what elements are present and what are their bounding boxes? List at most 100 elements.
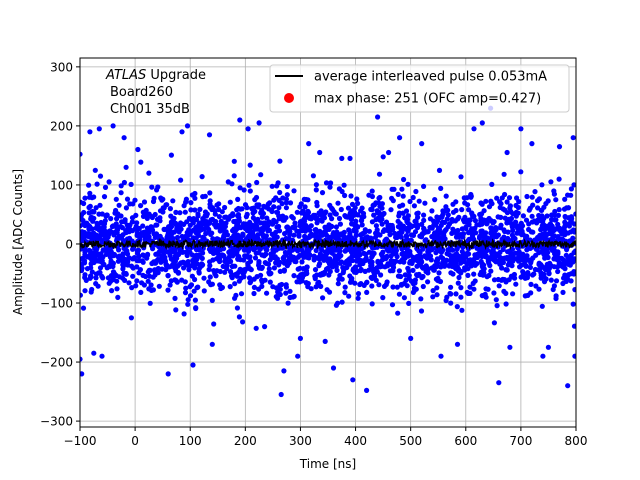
- scatter-point: [513, 281, 519, 287]
- scatter-outlier-point: [339, 155, 345, 161]
- scatter-point: [299, 228, 305, 234]
- scatter-point: [539, 182, 545, 188]
- scatter-point: [405, 265, 411, 271]
- scatter-point: [86, 204, 92, 211]
- scatter-point: [89, 255, 95, 261]
- scatter-point: [132, 197, 138, 203]
- scatter-point: [116, 247, 122, 253]
- scatter-point: [454, 304, 460, 310]
- scatter-point: [373, 200, 379, 206]
- scatter-point: [445, 212, 451, 218]
- y-tick-label: −300: [40, 415, 73, 429]
- scatter-outlier-point: [565, 383, 571, 389]
- scatter-point: [342, 284, 348, 290]
- scatter-point: [491, 290, 497, 296]
- scatter-point: [447, 290, 453, 297]
- scatter-point: [553, 295, 559, 302]
- scatter-point: [147, 273, 153, 279]
- scatter-point: [281, 217, 287, 223]
- scatter-point: [425, 270, 431, 276]
- scatter-point: [411, 203, 417, 209]
- scatter-point: [556, 176, 562, 182]
- scatter-point: [214, 236, 220, 242]
- scatter-point: [251, 290, 257, 297]
- scatter-point: [465, 218, 471, 224]
- scatter-point: [488, 230, 494, 236]
- scatter-point: [321, 271, 327, 277]
- scatter-point: [395, 310, 401, 316]
- scatter-point: [188, 207, 194, 213]
- annotation-upgrade: Upgrade: [146, 68, 206, 83]
- scatter-point: [541, 232, 547, 238]
- scatter-point: [286, 236, 292, 242]
- scatter-point: [373, 223, 379, 229]
- scatter-point: [181, 203, 187, 209]
- scatter-point: [439, 214, 445, 220]
- scatter-point: [306, 251, 312, 257]
- scatter-point: [195, 284, 201, 290]
- scatter-outlier-point: [330, 365, 337, 371]
- scatter-point: [493, 297, 499, 303]
- scatter-point: [381, 283, 388, 289]
- scatter-point: [240, 271, 246, 277]
- scatter-point: [190, 227, 196, 233]
- scatter-outlier-point: [231, 158, 237, 164]
- scatter-point: [281, 254, 287, 260]
- scatter-point: [443, 193, 449, 199]
- y-tick-label: −100: [40, 297, 73, 311]
- scatter-point: [562, 266, 568, 272]
- scatter-point: [234, 251, 240, 257]
- scatter-point: [388, 207, 394, 213]
- scatter-point: [527, 264, 534, 270]
- scatter-point: [222, 204, 228, 211]
- scatter-point: [532, 189, 538, 195]
- scatter-point: [185, 297, 191, 303]
- scatter-point: [236, 278, 242, 284]
- scatter-point: [398, 282, 405, 288]
- scatter-point: [174, 279, 180, 285]
- scatter-point: [562, 219, 568, 225]
- scatter-point: [421, 225, 427, 231]
- y-tick-label: 200: [50, 119, 73, 133]
- scatter-point: [479, 211, 485, 217]
- scatter-outlier-point: [146, 170, 152, 176]
- scatter-point: [127, 201, 133, 207]
- scatter-point: [312, 212, 318, 218]
- scatter-point: [116, 202, 122, 208]
- scatter-point: [186, 237, 192, 243]
- scatter-point: [536, 212, 542, 219]
- scatter-point: [186, 215, 192, 221]
- scatter-point: [114, 278, 120, 284]
- scatter-point: [123, 164, 129, 170]
- scatter-point: [267, 271, 273, 277]
- scatter-point: [277, 189, 283, 196]
- scatter-point: [129, 219, 135, 225]
- scatter-point: [230, 246, 236, 252]
- scatter-point: [121, 245, 127, 251]
- scatter-point: [371, 212, 377, 218]
- scatter-point: [545, 224, 551, 230]
- scatter-point: [317, 228, 323, 234]
- legend-label-average-pulse: average interleaved pulse 0.053mA: [314, 70, 547, 85]
- scatter-point: [395, 191, 401, 197]
- scatter-point: [201, 288, 207, 294]
- scatter-point: [298, 272, 304, 278]
- scatter-point: [290, 224, 296, 230]
- scatter-point: [106, 264, 113, 270]
- scatter-point: [94, 181, 100, 187]
- scatter-point: [465, 290, 471, 296]
- scatter-point: [228, 273, 235, 279]
- scatter-point: [441, 263, 448, 269]
- scatter-point: [304, 264, 310, 270]
- scatter-point: [191, 288, 197, 294]
- scatter-point: [395, 273, 402, 279]
- scatter-point: [391, 247, 397, 253]
- scatter-point: [231, 173, 237, 179]
- scatter-point: [471, 256, 477, 262]
- scatter-point: [456, 214, 462, 220]
- scatter-point: [555, 212, 562, 218]
- scatter-point: [86, 194, 93, 200]
- scatter-point: [490, 248, 496, 254]
- scatter-point: [247, 162, 253, 168]
- scatter-point: [335, 281, 341, 287]
